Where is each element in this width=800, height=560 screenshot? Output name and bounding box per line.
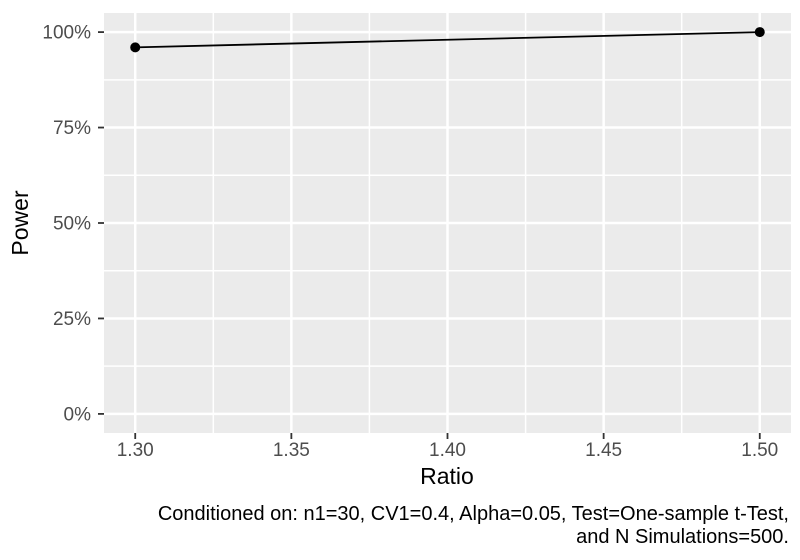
x-tick-label: 1.30 — [117, 440, 154, 461]
y-tick-label: 50% — [53, 214, 91, 235]
data-point — [130, 42, 141, 53]
y-axis-tick-labels: 0% 25% 50% 75% 100% — [42, 23, 91, 426]
caption-line-1: Conditioned on: n1=30, CV1=0.4, Alpha=0.… — [158, 503, 789, 525]
series-line — [135, 31, 760, 49]
x-axis-title: Ratio — [420, 463, 474, 489]
gridlines-major — [104, 13, 791, 433]
y-tick-label: 25% — [53, 309, 91, 330]
y-tick-label: 75% — [53, 118, 91, 139]
x-tick-label: 1.40 — [429, 440, 466, 461]
x-tick-label: 1.50 — [741, 440, 778, 461]
x-axis-tick-labels: 1.30 1.35 1.40 1.45 1.50 — [117, 440, 779, 461]
y-tick-label: 100% — [42, 23, 91, 44]
caption-line-2: and N Simulations=500. — [576, 526, 789, 548]
data-series — [135, 31, 760, 49]
axis-ticks — [98, 31, 761, 439]
y-tick-label: 0% — [64, 405, 92, 426]
x-tick-label: 1.35 — [273, 440, 310, 461]
data-point — [754, 27, 765, 38]
data-points — [130, 27, 765, 53]
x-tick-label: 1.45 — [585, 440, 622, 461]
y-axis-title: Power — [7, 190, 33, 256]
